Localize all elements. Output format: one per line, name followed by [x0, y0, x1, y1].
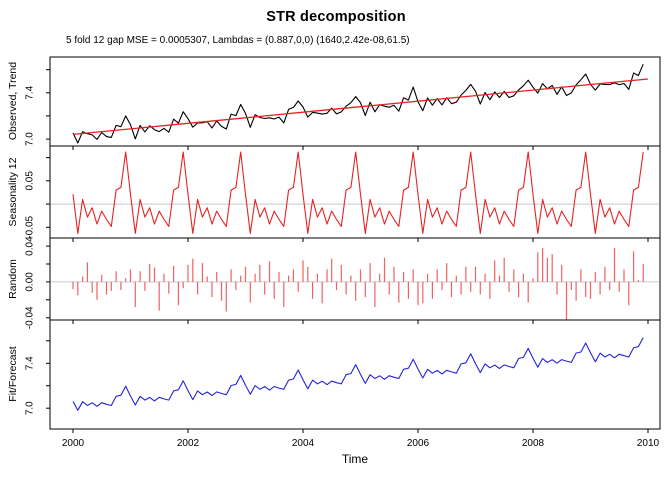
- x-tick-label: 2006: [407, 438, 430, 449]
- y-axis-label-random: Random: [7, 259, 19, 299]
- y-tick-label: 0.04: [25, 236, 36, 256]
- y-tick-label: 7.0: [25, 401, 36, 415]
- y-axis-label-fit-forecast: Fit/Forecast: [7, 346, 19, 402]
- x-tick-label: 2010: [637, 438, 660, 449]
- x-tick-label: 2002: [177, 438, 200, 449]
- y-tick-label: 7.4: [25, 356, 36, 370]
- x-tick-label: 2000: [62, 438, 85, 449]
- x-tick-label: 2004: [292, 438, 315, 449]
- y-tick-label: 7.4: [25, 85, 36, 99]
- panel-border: [49, 237, 661, 321]
- panel-border: [49, 319, 661, 430]
- trend-line: [72, 78, 649, 136]
- seasonality-line: [72, 151, 644, 234]
- y-tick-label: -0.04: [25, 306, 36, 329]
- observed-line: [72, 63, 644, 144]
- y-tick-label: 7.0: [25, 132, 36, 146]
- y-axis-label-observed-trend: Observed, Trend: [7, 61, 19, 141]
- plot-subtitle: 5 fold 12 gap MSE = 0.0005307, Lambdas =…: [66, 35, 410, 46]
- panel-border: [49, 56, 661, 147]
- random-bars: [72, 247, 644, 320]
- fit-forecast-line: [72, 337, 644, 411]
- y-tick-label: 0.00: [25, 272, 36, 292]
- x-axis-label: Time: [341, 452, 369, 466]
- x-tick-label: 2008: [522, 438, 545, 449]
- y-axis-label-seasonality: Seasonality 12: [7, 157, 19, 227]
- y-tick-label: 0.05: [25, 171, 36, 191]
- y-tick-label: -0.05: [25, 215, 36, 238]
- plot-title: STR decomposition: [266, 9, 406, 25]
